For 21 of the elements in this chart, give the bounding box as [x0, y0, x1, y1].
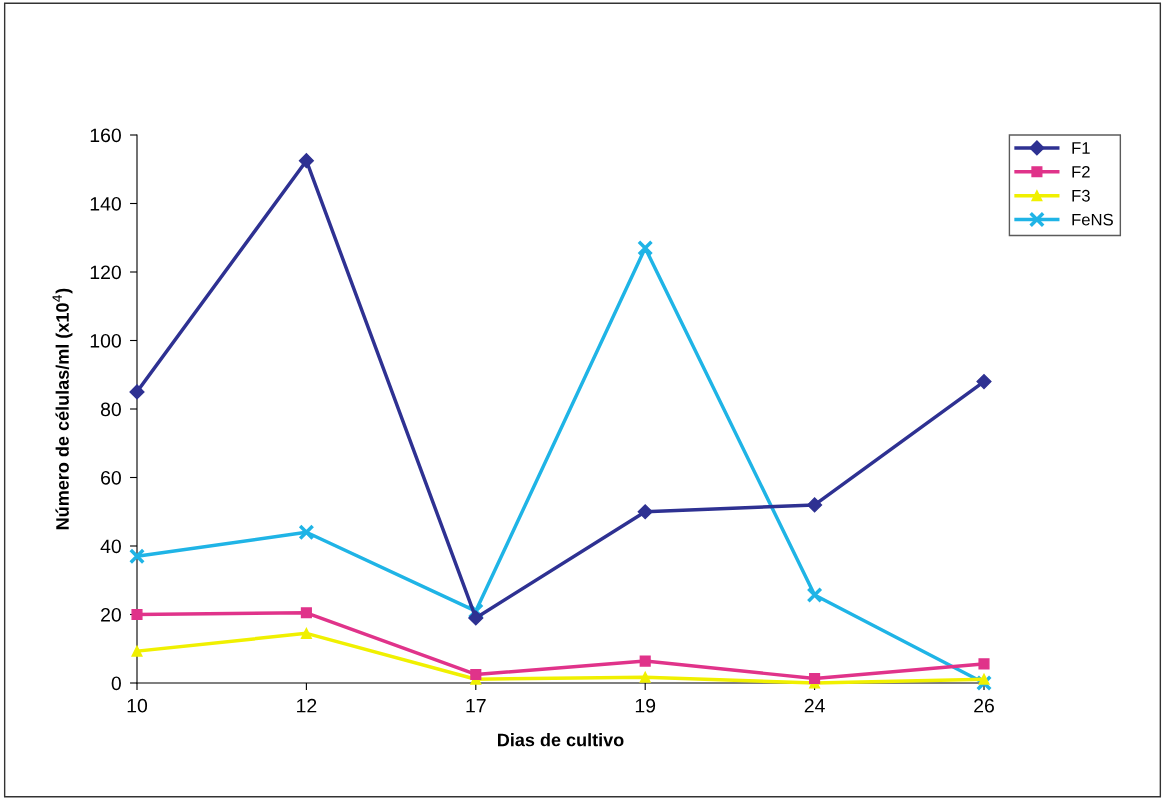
- y-tick-label: 100: [90, 333, 121, 348]
- legend-label: F1: [1072, 142, 1090, 154]
- y-tick-label: 140: [90, 196, 121, 211]
- x-tick-label: 19: [635, 698, 656, 713]
- legend-label: F3: [1072, 189, 1090, 202]
- x-tick-label: 24: [804, 698, 825, 713]
- y-tick-label: 120: [90, 265, 121, 280]
- y-tick-label: 60: [101, 470, 121, 485]
- y-tick-label: 20: [101, 607, 121, 622]
- x-tick-label: 26: [974, 698, 994, 713]
- legend-label: FeNS: [1072, 213, 1113, 226]
- y-tick-label: 80: [100, 402, 121, 417]
- legend-label: F2: [1072, 165, 1090, 178]
- y-axis-title: Número de células/ml (x10$^{4}$): [52, 288, 73, 530]
- x-tick-label: 10: [127, 698, 148, 713]
- x-tick-label: 17: [466, 698, 486, 713]
- y-tick-label: 40: [100, 539, 121, 554]
- x-axis-title: Dias de cultivo: [498, 733, 624, 747]
- y-tick-label: 0: [111, 676, 121, 691]
- y-tick-label: 160: [90, 128, 121, 143]
- x-tick-label: 12: [297, 698, 317, 713]
